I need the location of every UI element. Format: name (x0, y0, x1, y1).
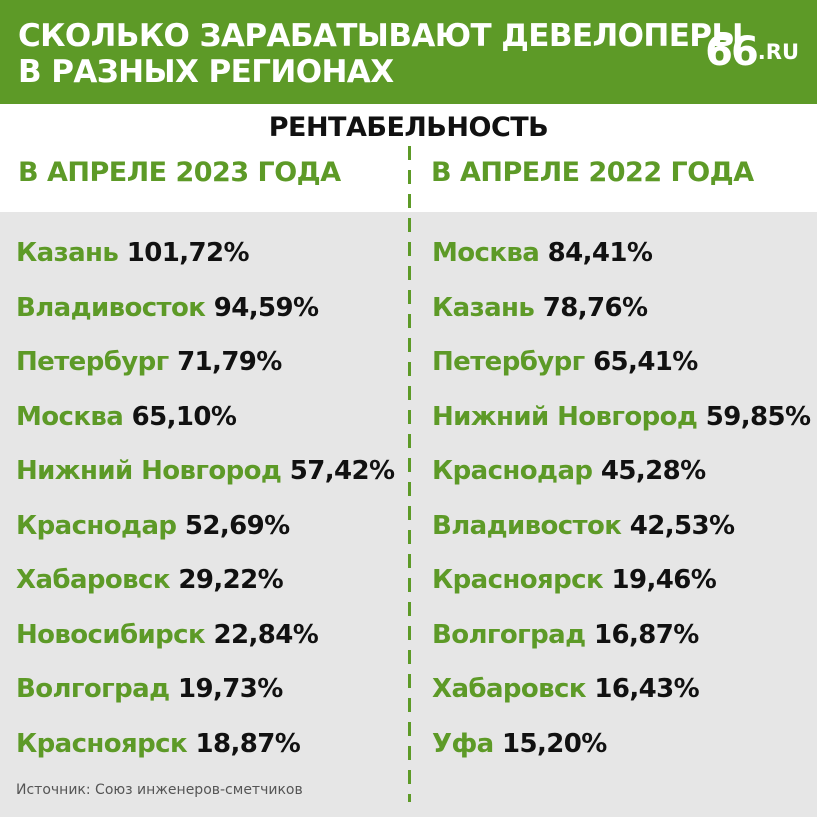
list-item: Хабаровск 16,43% (432, 666, 810, 721)
profitability-value: 65,10% (131, 401, 237, 432)
profitability-value: 45,28% (600, 456, 706, 486)
profitability-value: 22,84% (213, 619, 319, 650)
city-name: Хабаровск (432, 674, 586, 704)
city-name: Петербург (16, 347, 169, 377)
profitability-value: 65,41% (593, 347, 698, 377)
profitability-value: 57,42% (289, 456, 395, 486)
city-name: Краснодар (432, 456, 593, 486)
profitability-value: 16,87% (593, 619, 699, 650)
profitability-value: 19,46% (611, 565, 717, 595)
header-banner: СКОЛЬКО ЗАРАБАТЫВАЮТ ДЕВЕЛОПЕРЫ В РАЗНЫХ… (0, 0, 817, 104)
city-name: Казань (16, 238, 119, 268)
column-heading-2022: В АПРЕЛЕ 2022 ГОДА (431, 157, 754, 188)
list-item: Волгоград 16,87% (432, 612, 810, 667)
city-name: Петербург (432, 347, 585, 377)
city-name: Хабаровск (16, 565, 170, 595)
profitability-value: 19,73% (177, 674, 283, 704)
logo-number: 66 (705, 29, 759, 75)
section-subtitle: РЕНТАБЕЛЬНОСТЬ (268, 112, 549, 143)
city-name: Красноярск (432, 565, 604, 595)
city-name: Москва (432, 238, 540, 268)
profitability-value: 29,22% (178, 565, 284, 595)
city-name: Краснодар (16, 510, 177, 541)
list-item: Петербург 65,41% (432, 339, 810, 394)
list-item: Владивосток 42,53% (432, 503, 810, 558)
profitability-value: 52,69% (184, 510, 290, 541)
list-item: Новосибирск 22,84% (16, 612, 394, 667)
column-heading-2023: В АПРЕЛЕ 2023 ГОДА (18, 157, 341, 188)
site-logo: 66.RU (705, 30, 799, 74)
list-2022: Москва 84,41% Казань 78,76% Петербург 65,4… (432, 230, 811, 776)
list-item: Казань 101,72% (16, 230, 394, 285)
list-item: Владивосток 94,59% (16, 285, 394, 340)
title-line-2: В РАЗНЫХ РЕГИОНАХ (18, 54, 394, 90)
list-item: Красноярск 18,87% (16, 721, 394, 776)
profitability-value: 59,85% (705, 401, 811, 432)
city-name: Казань (432, 292, 535, 323)
logo-suffix: .RU (757, 40, 799, 64)
city-name: Москва (16, 401, 124, 432)
profitability-value: 16,43% (594, 674, 700, 704)
list-item: Краснодар 45,28% (432, 448, 810, 503)
list-item: Казань 78,76% (432, 285, 810, 340)
city-name: Новосибирск (16, 619, 206, 650)
profitability-value: 18,87% (195, 728, 301, 759)
profitability-value: 84,41% (547, 238, 653, 268)
profitability-value: 15,20% (502, 728, 607, 759)
city-name: Владивосток (16, 292, 206, 323)
city-name: Нижний Новгород (432, 401, 698, 432)
page-title: СКОЛЬКО ЗАРАБАТЫВАЮТ ДЕВЕЛОПЕРЫ В РАЗНЫХ… (18, 18, 744, 90)
profitability-value: 101,72% (126, 238, 250, 268)
list-item: Нижний Новгород 57,42% (16, 448, 395, 503)
list-item: Нижний Новгород 59,85% (432, 394, 811, 449)
title-line-1: СКОЛЬКО ЗАРАБАТЫВАЮТ ДЕВЕЛОПЕРЫ (18, 18, 744, 54)
list-item: Москва 84,41% (432, 230, 810, 285)
list-item: Волгоград 19,73% (16, 666, 394, 721)
profitability-value: 78,76% (542, 292, 648, 323)
column-divider (408, 146, 411, 802)
list-item: Москва 65,10% (16, 394, 394, 449)
city-name: Волгоград (432, 619, 586, 650)
list-item: Краснодар 52,69% (16, 503, 394, 558)
list-item: Уфа 15,20% (432, 721, 810, 776)
city-name: Красноярск (16, 728, 188, 759)
profitability-value: 42,53% (629, 510, 735, 541)
profitability-value: 94,59% (213, 292, 319, 323)
city-name: Волгоград (16, 674, 170, 704)
list-item: Красноярск 19,46% (432, 557, 810, 612)
list-2023: Казань 101,72% Владивосток 94,59% Петербур… (16, 230, 395, 776)
city-name: Владивосток (432, 510, 622, 541)
city-name: Нижний Новгород (16, 456, 282, 486)
source-note: Источник: Союз инженеров-сметчиков (16, 782, 303, 798)
list-item: Петербург 71,79% (16, 339, 394, 394)
list-item: Хабаровск 29,22% (16, 557, 394, 612)
profitability-value: 71,79% (177, 347, 282, 377)
city-name: Уфа (432, 728, 494, 759)
